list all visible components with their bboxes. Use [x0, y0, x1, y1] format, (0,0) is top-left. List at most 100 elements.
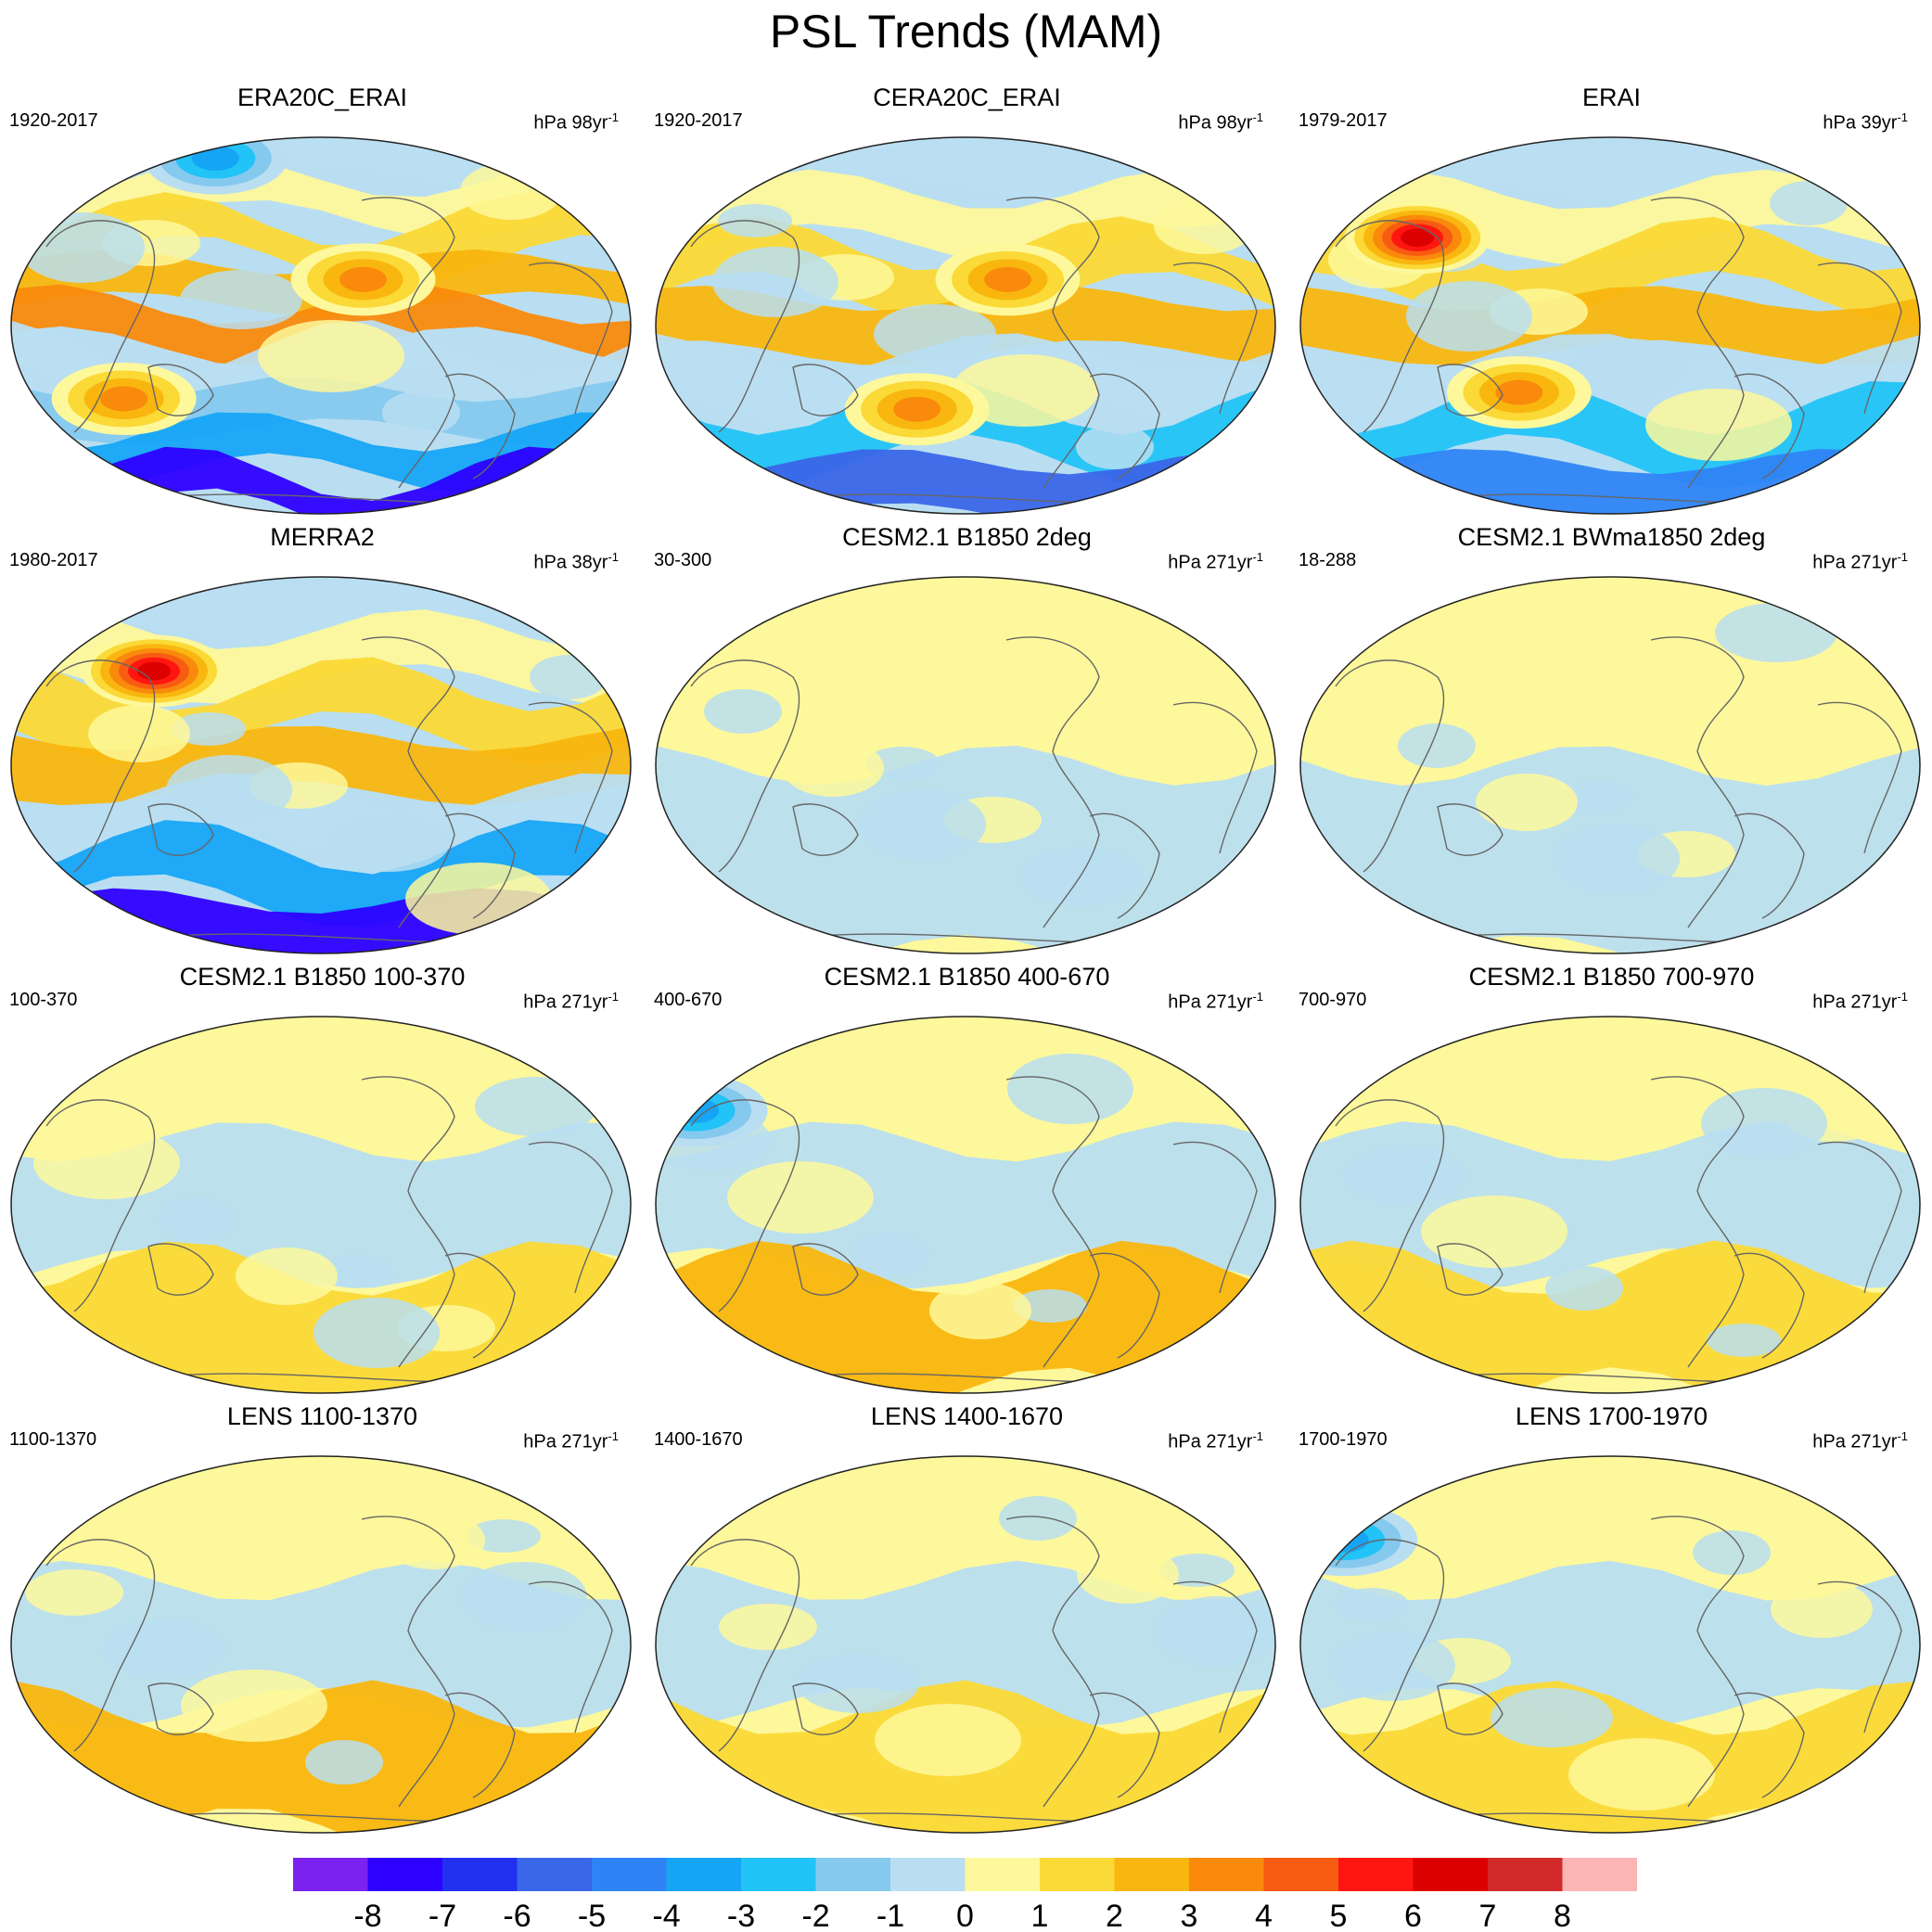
map-panel: CESM2.1 B1850 700-970 700-970 hPa 271yr-1: [1289, 961, 1932, 1397]
colorbar-swatch: [1263, 1858, 1338, 1891]
trend-patch: [475, 1077, 597, 1136]
colorbar-tick-label: -3: [727, 1899, 755, 1932]
coastline-path: [1650, 636, 1745, 928]
coastline-path: [444, 1692, 516, 1798]
panel-units: hPa 271yr-1: [1168, 990, 1263, 1013]
trend-patch: [33, 1127, 180, 1199]
coastline-path: [45, 659, 156, 873]
map-panel: CESM2.1 B1850 2deg 30-300 hPa 271yr-1: [645, 521, 1289, 957]
trend-patch: [797, 1654, 919, 1713]
colorbar: -8 -7 -6 -5 -4 -3 -2 -1 0 1 2 3 4 5 6 7 8: [293, 1858, 1637, 1932]
anomaly-contour: [893, 396, 941, 422]
trend-patch: [1155, 1596, 1275, 1667]
coastline-path: [1335, 1539, 1445, 1752]
panel-title: CESM2.1 BWma1850 2deg: [1457, 523, 1766, 551]
trend-patch: [25, 1569, 123, 1616]
trend-patch: [865, 747, 940, 780]
anomaly-contour: [1321, 1527, 1369, 1553]
globe-outline: [10, 1455, 632, 1834]
panel-period: 1979-2017: [1299, 110, 1388, 131]
trend-patch: [103, 1619, 225, 1679]
colorbar-tick-label: 4: [1255, 1899, 1273, 1932]
trend-patch: [461, 1562, 587, 1632]
main-title: PSL Trends (MAM): [769, 6, 1163, 58]
map-globe: [1299, 136, 1921, 515]
trend-patch: [530, 655, 608, 699]
coastline-path: [1734, 1692, 1805, 1798]
panel-title: LENS 1100-1370: [226, 1402, 418, 1430]
map-panel: CESM2.1 BWma1850 2deg 18-288 hPa 271yr-1: [1289, 521, 1932, 957]
anomaly-contour: [191, 146, 239, 172]
map-globe: [655, 1455, 1276, 1834]
map-panel: ERAI 1979-2017 hPa 39yr-1: [1289, 82, 1932, 518]
coastline-path: [1650, 1076, 1745, 1368]
coastline-path: [528, 262, 613, 415]
trend-patch: [1771, 1580, 1873, 1638]
trend-patch: [1623, 1038, 1725, 1095]
globe-outline: [655, 1016, 1276, 1394]
coastline-path: [1089, 1692, 1160, 1798]
trend-patch: [327, 812, 450, 872]
trend-patch: [1707, 1324, 1781, 1357]
map-globe: [1299, 1455, 1921, 1834]
anomaly-contour: [1401, 228, 1435, 248]
colorbar-swatch: [592, 1858, 667, 1891]
trend-patch: [1568, 1738, 1715, 1810]
coastline-path: [1437, 1683, 1503, 1735]
trend-patch: [727, 1161, 874, 1234]
coastline-path: [528, 1580, 613, 1734]
trend-patch: [1343, 1145, 1465, 1205]
colorbar-swatch: [890, 1858, 966, 1891]
coastline-path: [1650, 197, 1745, 489]
colorbar-swatch: [1413, 1858, 1488, 1891]
map-panel: LENS 1100-1370 1100-1370 hPa 271yr-1: [0, 1401, 645, 1836]
coastline-path: [361, 1076, 455, 1368]
colorbar-swatch: [1488, 1858, 1563, 1891]
trend-patch: [1007, 1054, 1133, 1124]
colorbar-tick-label: -5: [578, 1899, 606, 1932]
colorbar-swatch: [1114, 1858, 1189, 1891]
colorbar-tick-label: -8: [353, 1899, 381, 1932]
trend-patch: [166, 755, 292, 825]
trend-patch: [1567, 339, 1690, 398]
trend-patch: [860, 789, 986, 860]
trend-patch: [929, 1282, 1031, 1339]
coastline-path: [361, 636, 455, 928]
trend-patch: [24, 170, 98, 203]
trend-patch: [313, 1298, 440, 1368]
panel-period: 30-300: [654, 550, 712, 570]
trend-patch: [1701, 1088, 1827, 1158]
coastline-path: [792, 364, 859, 416]
coastline-path: [444, 1252, 516, 1359]
coastline-path: [1734, 373, 1805, 480]
colorbar-tick-label: -7: [429, 1899, 456, 1932]
coastline-path: [45, 1099, 156, 1312]
colorbar-tick-label: -2: [801, 1899, 829, 1932]
panel-units: hPa 39yr-1: [1823, 110, 1908, 134]
anomaly-contour: [1495, 379, 1543, 405]
globe-outline: [655, 576, 1276, 954]
colorbar-swatch: [1189, 1858, 1264, 1891]
colorbar-tick-label: 3: [1181, 1899, 1198, 1932]
colorbar-swatch: [517, 1858, 592, 1891]
coastline-path: [45, 1539, 156, 1752]
coastline-path: [1089, 1252, 1160, 1359]
trend-patch: [236, 1247, 338, 1305]
coastline-path: [1005, 1516, 1100, 1808]
globe-outline: [1299, 136, 1921, 515]
panel-units: hPa 271yr-1: [1168, 1429, 1263, 1452]
map-panel: CESM2.1 B1850 400-670 400-670 hPa 271yr-1: [645, 961, 1289, 1397]
trend-patch: [1545, 1266, 1623, 1311]
panel-units: hPa 271yr-1: [523, 1429, 619, 1452]
panel-units: hPa 98yr-1: [533, 110, 619, 134]
panel-title: CESM2.1 B1850 400-670: [824, 963, 1110, 991]
trend-patch: [1076, 425, 1154, 469]
coastline-path: [1172, 701, 1258, 854]
coastline-path: [792, 1243, 859, 1296]
colorbar-tick-label: 5: [1330, 1899, 1348, 1932]
trend-patch: [782, 739, 884, 797]
anomaly-contour: [100, 386, 148, 412]
coastline-path: [147, 1683, 214, 1735]
trend-patch: [382, 390, 460, 435]
map-globe: [1299, 1016, 1921, 1394]
